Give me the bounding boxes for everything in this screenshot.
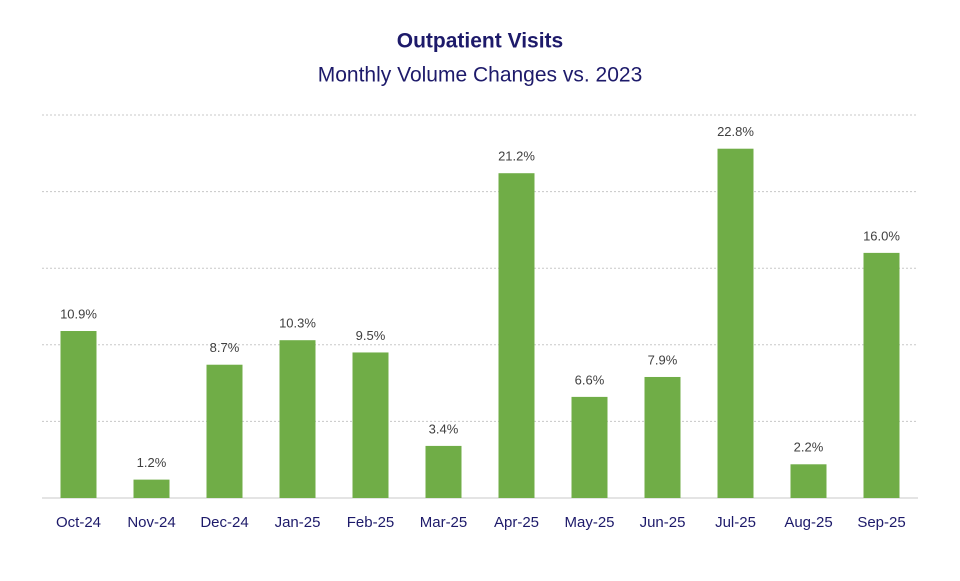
data-label: 2.2% [794, 440, 824, 455]
x-tick-label: Mar-25 [420, 514, 468, 531]
bar [498, 173, 535, 498]
bar [644, 376, 681, 498]
bar [717, 148, 754, 499]
data-label: 7.9% [648, 352, 678, 367]
x-tick-label: Jun-25 [640, 514, 686, 531]
data-label: 8.7% [210, 340, 240, 355]
data-label: 10.3% [279, 316, 316, 331]
bar [133, 479, 170, 498]
x-tick-label: Jul-25 [715, 514, 756, 531]
x-tick-label: Dec-24 [200, 514, 248, 531]
data-label: 22.8% [717, 124, 754, 139]
data-label: 10.9% [60, 306, 97, 321]
bar [863, 252, 900, 498]
x-tick-label: Oct-24 [56, 514, 101, 531]
x-tick-label: Sep-25 [857, 514, 905, 531]
chart-subtitle: Monthly Volume Changes vs. 2023 [318, 64, 643, 87]
bar [571, 396, 608, 498]
bar [279, 340, 316, 498]
data-label: 3.4% [429, 421, 459, 436]
bar [425, 445, 462, 498]
data-label: 6.6% [575, 372, 605, 387]
x-tick-label: Aug-25 [784, 514, 832, 531]
x-tick-label: Apr-25 [494, 514, 539, 531]
x-tick-label: May-25 [564, 514, 614, 531]
x-tick-label: Feb-25 [347, 514, 395, 531]
bar [206, 364, 243, 498]
data-label: 9.5% [356, 328, 386, 343]
x-tick-label: Nov-24 [127, 514, 175, 531]
bar [790, 464, 827, 498]
data-label: 1.2% [137, 455, 167, 470]
chart-title: Outpatient Visits [397, 30, 563, 53]
data-label: 21.2% [498, 149, 535, 164]
bar [60, 331, 97, 498]
bar [352, 352, 389, 498]
data-label: 16.0% [863, 228, 900, 243]
x-tick-label: Jan-25 [275, 514, 321, 531]
